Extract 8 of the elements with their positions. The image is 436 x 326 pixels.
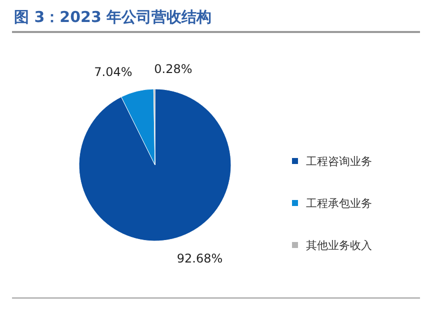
chart-title: 图 3：2023 年公司营收结构	[14, 8, 212, 26]
data-label: 7.04%	[94, 64, 132, 79]
legend-label: 工程承包业务	[306, 196, 372, 210]
legend-label: 工程咨询业务	[306, 154, 372, 168]
legend-label: 其他业务收入	[306, 238, 372, 252]
data-label: 92.68%	[176, 252, 223, 266]
pie-slice	[78, 88, 232, 242]
data-label: 0.28%	[154, 62, 192, 76]
